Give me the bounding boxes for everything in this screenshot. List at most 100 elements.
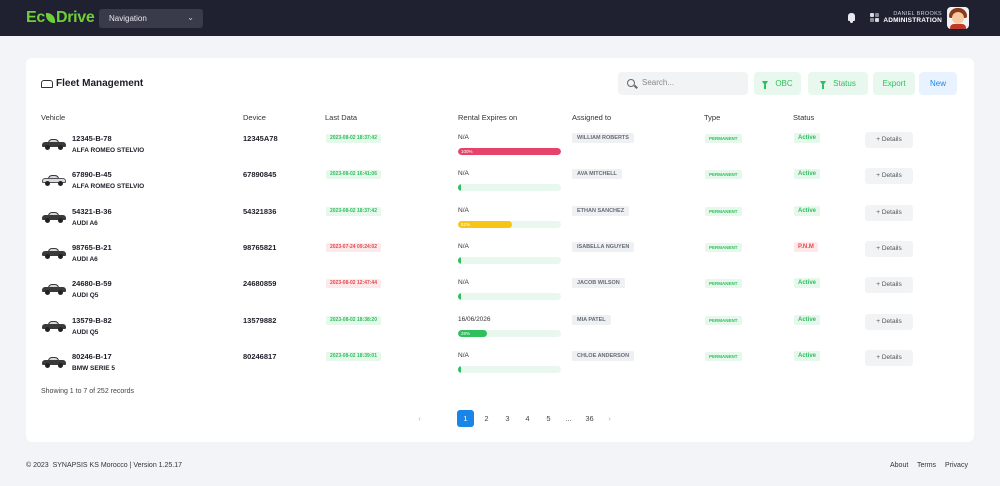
page-button[interactable]: 4	[525, 414, 530, 423]
rental-progress-fill	[458, 293, 461, 301]
footer-copyright: © 2023 SYNAPSIS KS Morocco | Version 1.2…	[26, 462, 183, 469]
chevron-down-icon: ⌄	[187, 13, 194, 22]
leaf-icon	[45, 13, 55, 23]
assigned-driver-badge: ISABELLA NGUYEN	[572, 241, 635, 252]
last-data-badge: 2023-08-02 16:41:06	[326, 170, 381, 180]
device-id: 12345A78	[243, 134, 278, 143]
vehicle-plate[interactable]: 12345-B-78	[72, 134, 112, 143]
records-summary: Showing 1 to 7 of 252 records	[41, 388, 135, 395]
details-button[interactable]: + Details	[865, 313, 913, 330]
vehicle-plate[interactable]: 98765-B-21	[72, 242, 112, 252]
column-header-type[interactable]: Type	[704, 113, 721, 122]
user-name: DANIEL BROOKS	[893, 11, 942, 17]
device-id: 80246817	[243, 351, 277, 361]
vehicle-plate[interactable]: 54321-B-36	[72, 206, 112, 216]
new-button[interactable]: New	[919, 72, 957, 95]
page-button[interactable]: 5	[546, 414, 551, 423]
table-row[interactable]: 80246-B-17 BMW SERIE 5 80246817 2023-08-…	[26, 349, 974, 388]
search-input[interactable]	[642, 78, 742, 87]
notification-bell-icon[interactable]	[848, 13, 855, 23]
vehicle-model: AUDI Q5	[72, 292, 99, 300]
search-box[interactable]	[618, 72, 748, 95]
vehicle-icon	[42, 284, 66, 296]
last-data-badge: 2023-08-02 18:37:42	[326, 206, 381, 216]
rental-progress-fill	[458, 365, 461, 373]
obc-filter-button[interactable]: OBC	[754, 72, 801, 95]
type-badge: PERMANENT	[705, 206, 742, 216]
vehicle-plate[interactable]: 80246-B-17	[72, 351, 112, 361]
footer-link-about[interactable]: About	[890, 462, 909, 469]
rental-progress-bar: 100%	[458, 148, 561, 155]
device-id: 98765821	[243, 242, 277, 252]
vehicle-model: AUDI Q5	[72, 328, 99, 336]
device-id: 13579882	[243, 315, 277, 325]
next-page-button[interactable]: ›	[608, 414, 611, 423]
prev-page-button[interactable]: ‹	[418, 414, 421, 423]
page-button[interactable]: 2	[484, 414, 489, 423]
rental-progress-fill: 100%	[458, 148, 561, 155]
rental-progress-fill	[458, 256, 461, 264]
column-header-last-data[interactable]: Last Data	[325, 113, 358, 122]
table-row[interactable]: 54321-B-36 AUDI A6 54321836 2023-08-02 1…	[26, 204, 974, 243]
ecodrive-logo[interactable]: Ec Drive	[26, 9, 95, 26]
rental-expires: N/A	[458, 279, 469, 287]
avatar[interactable]	[947, 7, 969, 29]
table-row[interactable]: 24680-B-59 AUDI Q5 24680859 2023-08-02 1…	[26, 277, 974, 315]
user-info[interactable]: DANIEL BROOKS ADMINISTRATION	[883, 11, 942, 24]
vehicle-icon	[42, 247, 66, 259]
type-badge: PERMANENT	[705, 134, 742, 143]
column-header-device[interactable]: Device	[243, 113, 266, 122]
status-filter-button[interactable]: Status	[808, 72, 868, 95]
vehicle-plate[interactable]: 67890-B-45	[72, 170, 112, 180]
rental-progress-bar	[458, 293, 561, 301]
vehicle-model: BMW SERIE 5	[72, 364, 115, 372]
rental-progress-fill	[458, 184, 461, 192]
last-data-badge: 2023-08-02 18:39:01	[326, 351, 381, 361]
page-ellipsis: ...	[565, 414, 572, 423]
footer-link-privacy[interactable]: Privacy	[945, 462, 968, 469]
table-row[interactable]: 12345-B-78 ALFA ROMEO STELVIO 12345A78 2…	[26, 132, 974, 170]
last-data-badge: 2023-07-24 09:24:02	[326, 242, 381, 252]
rental-expires: N/A	[458, 206, 469, 214]
footer-company: SYNAPSIS KS Morocco | Version 1.25.17	[52, 462, 183, 469]
details-button[interactable]: + Details	[865, 277, 913, 294]
vehicle-icon	[42, 139, 66, 150]
rental-progress-fill: 52%	[458, 220, 512, 228]
apps-grid-icon[interactable]	[870, 13, 880, 23]
status-badge: Active	[794, 133, 821, 143]
column-header-vehicle[interactable]: Vehicle	[41, 113, 66, 122]
page-button[interactable]: 1	[457, 410, 474, 427]
rental-expires: N/A	[458, 351, 469, 359]
page-button[interactable]: 3	[505, 414, 510, 423]
export-button[interactable]: Export	[873, 72, 915, 95]
assigned-driver-badge: WILLIAM ROBERTS	[572, 133, 634, 143]
page-button[interactable]: 36	[585, 414, 594, 423]
details-button[interactable]: + Details	[865, 132, 913, 148]
details-button[interactable]: + Details	[865, 204, 913, 221]
column-header-status[interactable]: Status	[793, 113, 815, 122]
details-button[interactable]: + Details	[865, 168, 913, 185]
type-badge: PERMANENT	[705, 315, 742, 325]
status-badge: P.N.M	[794, 241, 818, 252]
table-row[interactable]: 13579-B-82 AUDI Q5 13579882 2023-08-02 1…	[26, 313, 974, 352]
details-button[interactable]: + Details	[865, 240, 913, 257]
table-row[interactable]: 67890-B-45 ALFA ROMEO STELVIO 67890845 2…	[26, 168, 974, 206]
vehicle-plate[interactable]: 13579-B-82	[72, 315, 112, 325]
rental-progress-bar	[458, 365, 561, 373]
rental-expires: N/A	[458, 134, 469, 141]
rental-expires: N/A	[458, 242, 469, 250]
details-button[interactable]: + Details	[865, 349, 913, 366]
table-row[interactable]: 98765-B-21 AUDI A6 98765821 2023-07-24 0…	[26, 240, 974, 279]
status-badge: Active	[794, 314, 821, 325]
navigation-select-label: Navigation	[109, 14, 147, 23]
rental-progress-bar: 28%	[458, 329, 561, 337]
vehicle-model: ALFA ROMEO STELVIO	[72, 147, 145, 154]
column-header-rental-expires[interactable]: Rental Expires on	[458, 113, 518, 122]
device-id: 67890845	[243, 170, 277, 180]
footer-link-terms[interactable]: Terms	[917, 462, 937, 469]
last-data-badge: 2023-08-02 18:37:42	[326, 134, 381, 143]
car-icon	[41, 80, 53, 88]
column-header-assigned-to[interactable]: Assigned to	[572, 113, 612, 122]
navigation-select[interactable]: Navigation ⌄	[99, 9, 203, 28]
vehicle-plate[interactable]: 24680-B-59	[72, 279, 112, 289]
